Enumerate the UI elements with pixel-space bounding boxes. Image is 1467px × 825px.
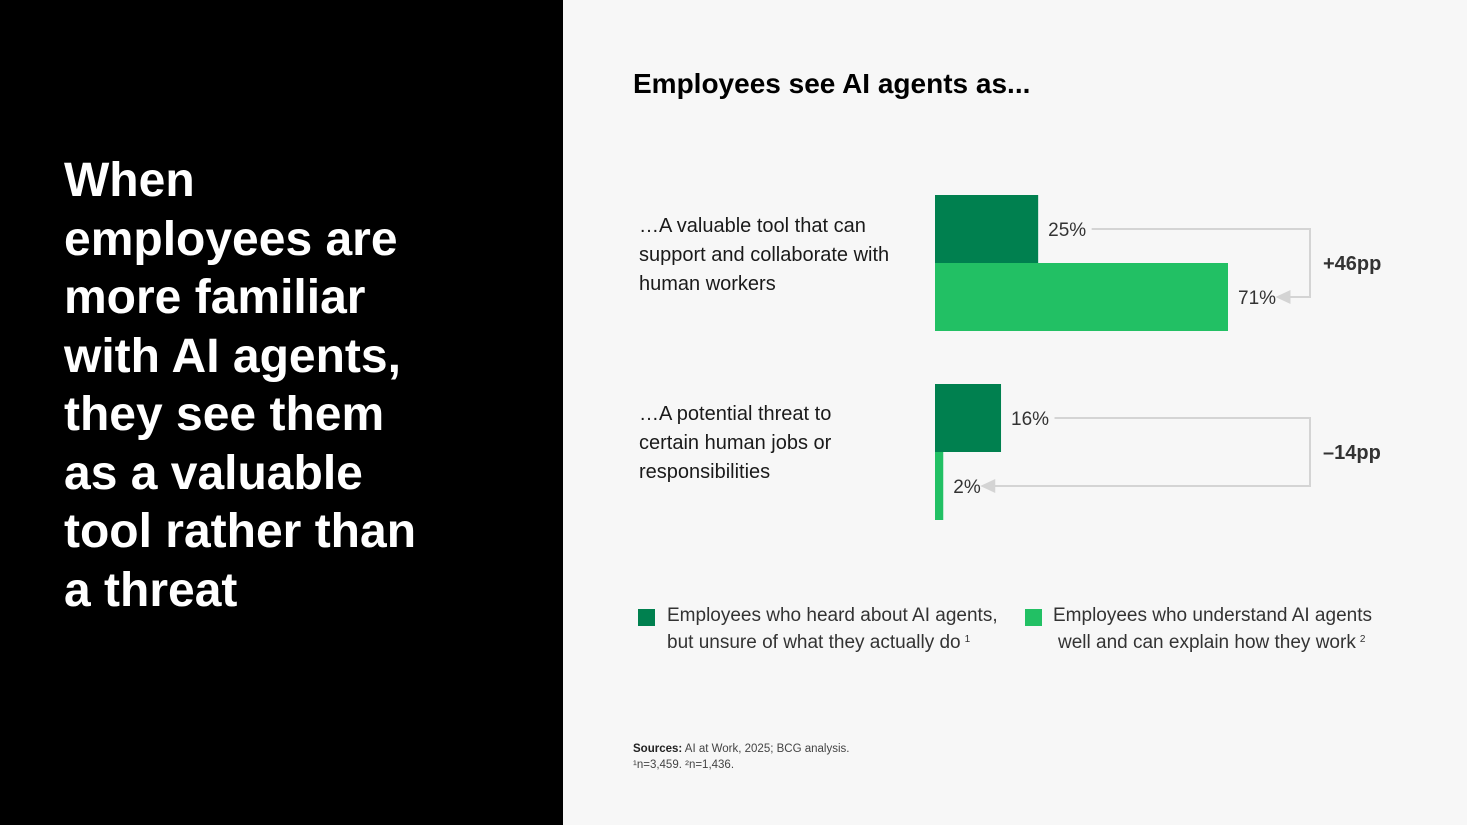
footnote-marker: 2 bbox=[1359, 634, 1366, 645]
headline-line: a threat bbox=[64, 563, 238, 617]
headline-line: with AI agents, bbox=[64, 329, 401, 383]
category-label-valuable-tool: …A valuable tool that can support and co… bbox=[639, 212, 929, 299]
legend-label-line: Employees who heard about AI agents, bbox=[667, 605, 998, 626]
legend-item-understand: Employees who understand AI agents well … bbox=[1053, 604, 1372, 655]
bar bbox=[935, 195, 1039, 263]
headline: When employees are more familiar with AI… bbox=[64, 152, 444, 620]
headline-line: as a valuable bbox=[64, 446, 363, 500]
footnote-marker: 1 bbox=[964, 634, 971, 645]
connector-line bbox=[1091, 228, 1311, 298]
legend-label-text: but unsure of what they actually do bbox=[667, 632, 961, 653]
difference-label: –14pp bbox=[1323, 442, 1381, 464]
connector-line bbox=[994, 417, 1311, 487]
data-label: 71% bbox=[1238, 288, 1276, 309]
category-label-threat: …A potential threat to certain human job… bbox=[639, 400, 929, 487]
category-label-line: human workers bbox=[639, 273, 776, 295]
headline-line: employees are bbox=[64, 212, 398, 266]
headline-line: more familiar bbox=[64, 271, 366, 324]
arrowhead bbox=[980, 479, 996, 493]
arrowhead bbox=[1275, 290, 1291, 304]
headline-line: tool rather than bbox=[64, 505, 417, 558]
legend-label-line: well and can explain how they work 2 bbox=[1053, 628, 1372, 655]
legend-swatch-heard bbox=[638, 609, 655, 626]
bar bbox=[935, 263, 1228, 331]
legend-label-text: well and can explain how they work bbox=[1058, 632, 1356, 653]
headline-line: When bbox=[64, 154, 195, 207]
bar bbox=[935, 384, 1002, 452]
sources-text: AI at Work, 2025; BCG analysis. bbox=[684, 743, 850, 755]
legend-item-heard: Employees who heard about AI agents, but… bbox=[667, 604, 998, 655]
sources-label: Sources: bbox=[633, 743, 683, 755]
data-label: 25% bbox=[1048, 220, 1086, 241]
category-label-line: responsibilities bbox=[639, 461, 771, 483]
headline-line: they see them bbox=[64, 388, 385, 441]
legend-label-line: Employees who understand AI agents bbox=[1053, 605, 1372, 626]
data-label: 2% bbox=[953, 477, 981, 498]
category-label-line: certain human jobs or bbox=[639, 432, 832, 454]
sources-line: Sources: AI at Work, 2025; BCG analysis. bbox=[633, 741, 849, 757]
category-label-line: …A valuable tool that can bbox=[639, 215, 866, 237]
category-label-line: …A potential threat to bbox=[639, 403, 832, 425]
footnotes: Sources: AI at Work, 2025; BCG analysis.… bbox=[633, 741, 849, 773]
category-label-line: support and collaborate with bbox=[639, 244, 890, 266]
data-label: 16% bbox=[1011, 409, 1049, 430]
chart-title: Employees see AI agents as... bbox=[633, 68, 1031, 99]
sample-size-line: ¹n=3,459. ²n=1,436. bbox=[633, 759, 735, 771]
legend-label-line: but unsure of what they actually do 1 bbox=[667, 628, 998, 655]
left-panel: When employees are more familiar with AI… bbox=[0, 0, 563, 825]
difference-label: +46pp bbox=[1323, 253, 1381, 275]
legend-swatch-understand bbox=[1025, 609, 1042, 626]
bar bbox=[935, 452, 944, 520]
